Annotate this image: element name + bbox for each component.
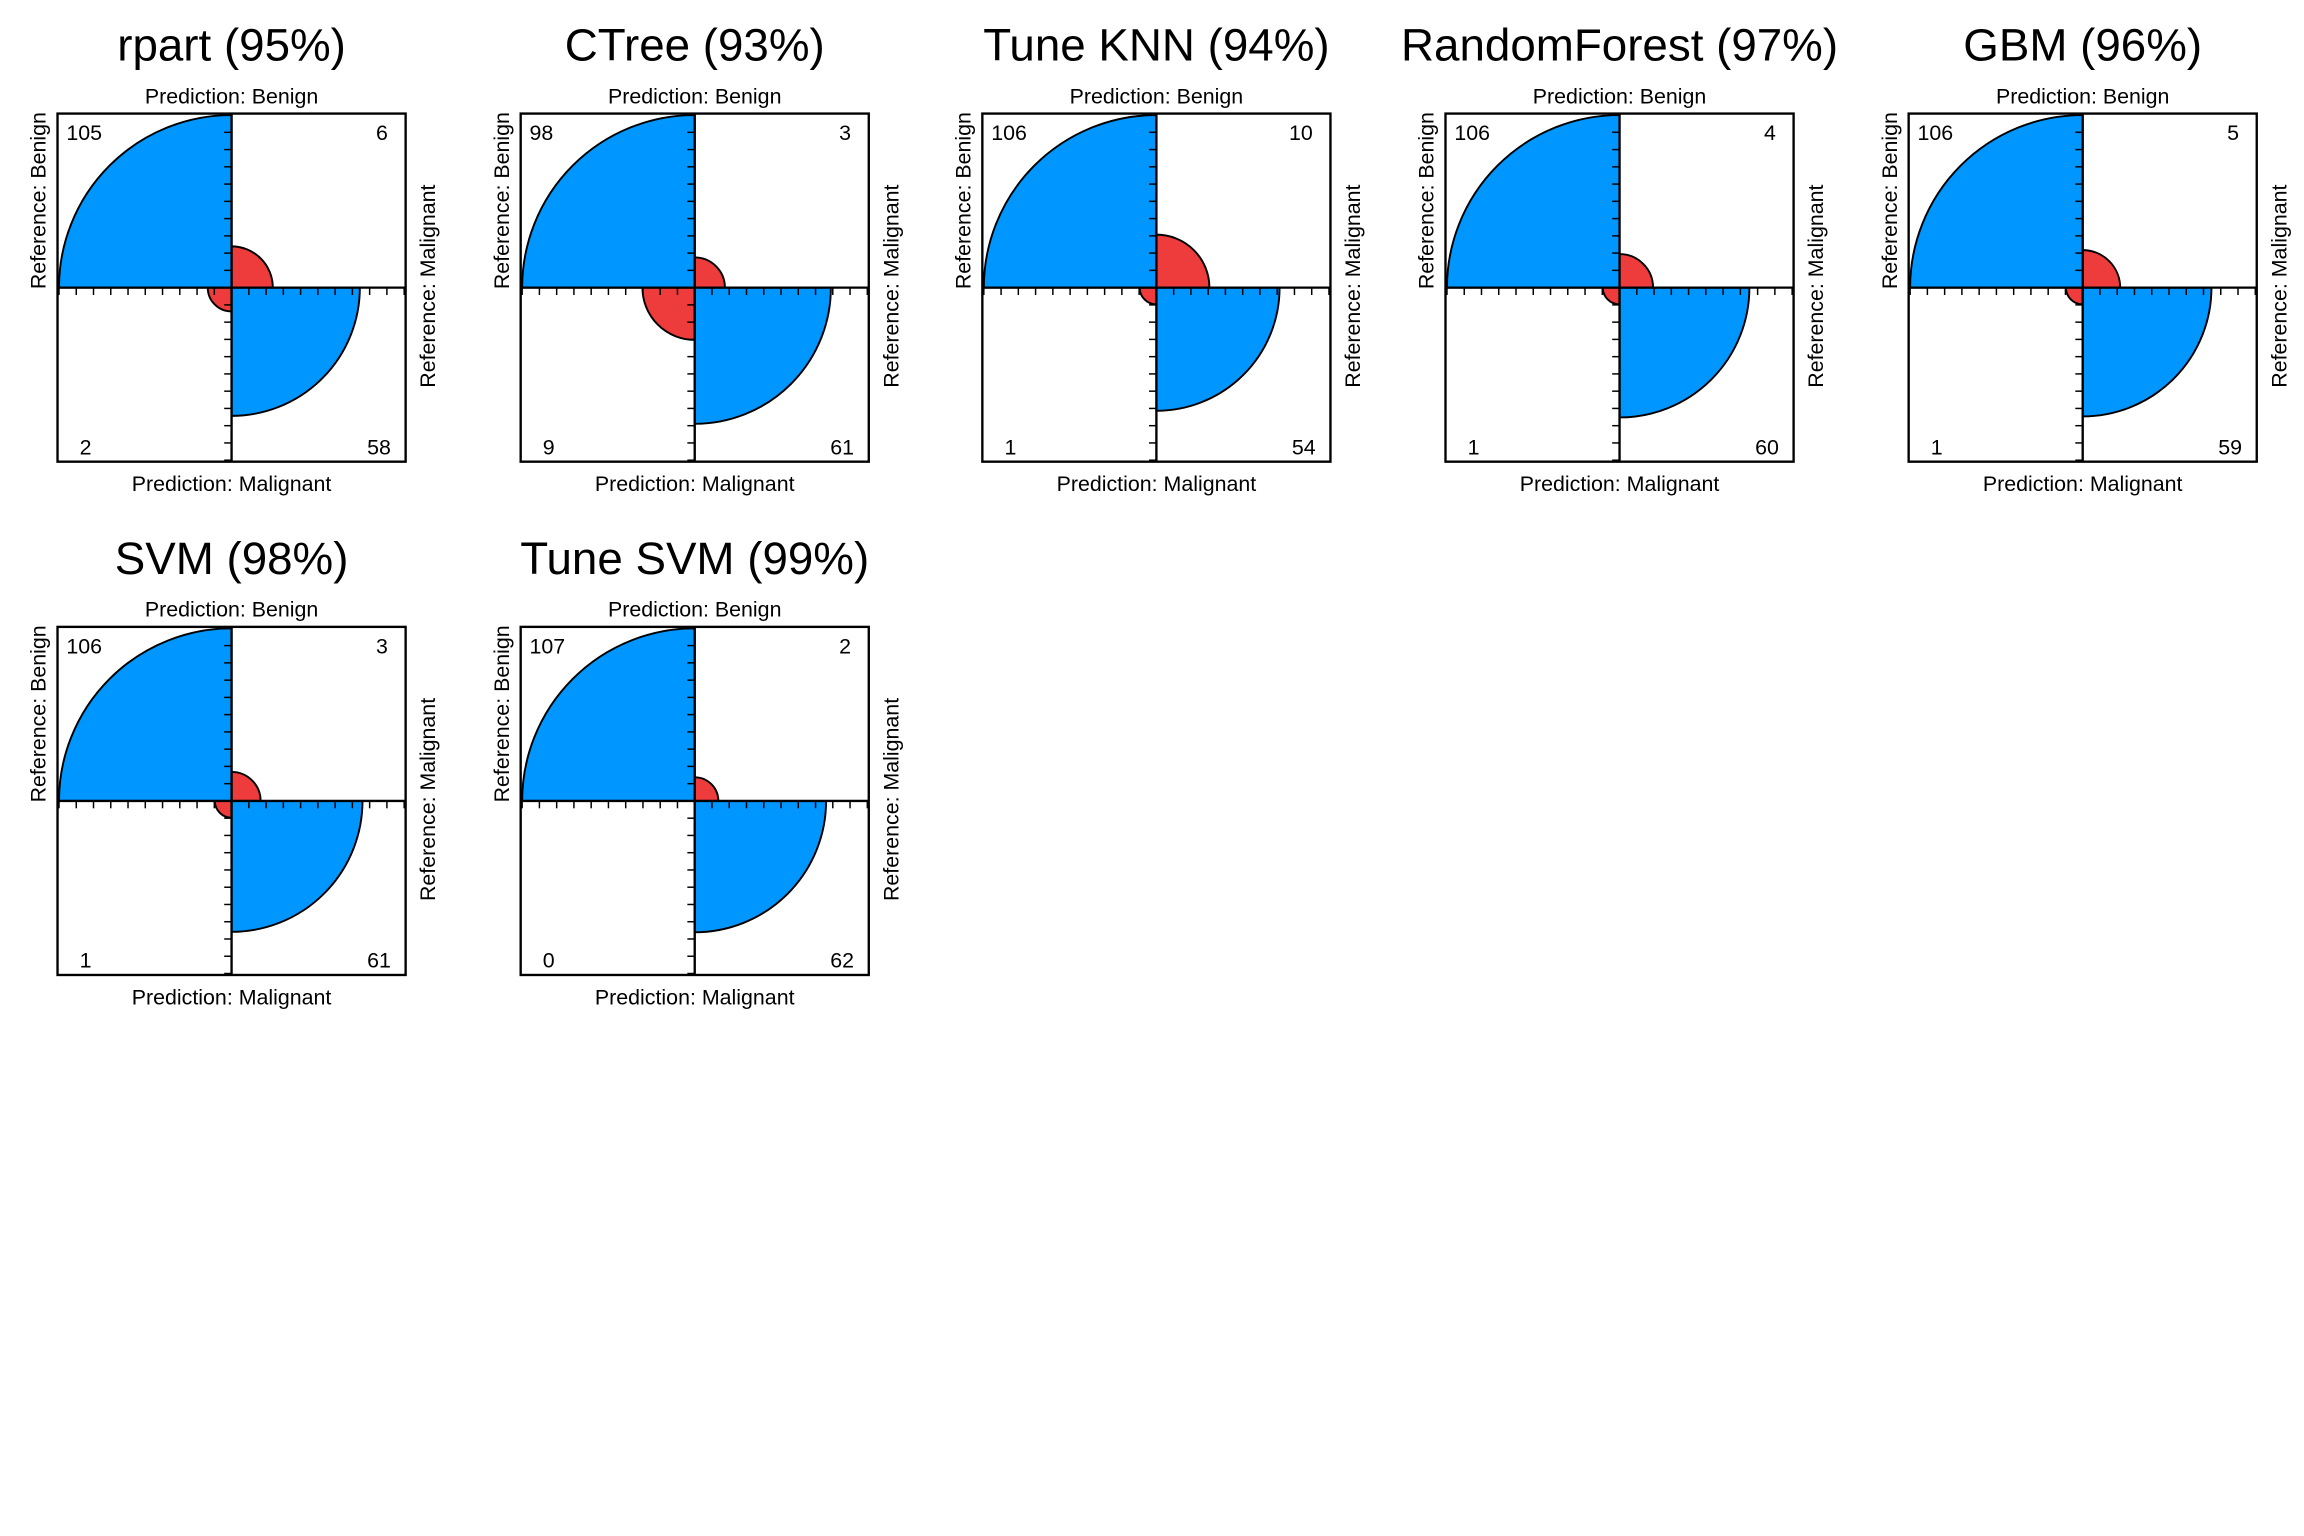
- fourfold-panel: CTree (93%) Prediction: Benign Prediction:…: [490, 19, 903, 496]
- prediction-benign-label: Prediction: Benign: [1996, 84, 2169, 108]
- true-benign-wedge: [521, 627, 696, 802]
- false-benign-wedge: [2081, 249, 2122, 289]
- prediction-malignant-label: Prediction: Malignant: [132, 985, 332, 1009]
- panel-title: rpart (95%): [117, 19, 346, 70]
- count-pred-malignant-ref-malignant: 60: [1755, 435, 1779, 459]
- count-pred-malignant-ref-malignant: 59: [2218, 435, 2242, 459]
- count-pred-benign-ref-benign: 105: [66, 121, 102, 145]
- prediction-benign-label: Prediction: Benign: [1070, 84, 1243, 108]
- reference-benign-label: Reference: Benign: [1878, 112, 1902, 289]
- reference-benign-label: Reference: Benign: [490, 112, 514, 289]
- reference-malignant-label: Reference: Malignant: [416, 185, 440, 388]
- panel-title: CTree (93%): [565, 19, 825, 70]
- false-benign-wedge: [230, 245, 274, 289]
- true-benign-wedge: [1446, 114, 1621, 289]
- false-benign-wedge: [1155, 233, 1211, 289]
- true-malignant-wedge: [1155, 286, 1281, 412]
- false-benign-wedge: [1618, 253, 1655, 289]
- prediction-malignant-label: Prediction: Malignant: [1057, 472, 1257, 496]
- reference-malignant-label: Reference: Malignant: [2267, 185, 2291, 388]
- prediction-malignant-label: Prediction: Malignant: [1520, 472, 1720, 496]
- prediction-benign-label: Prediction: Benign: [1533, 84, 1706, 108]
- prediction-malignant-label: Prediction: Malignant: [595, 472, 795, 496]
- count-pred-benign-ref-benign: 98: [530, 121, 554, 145]
- reference-benign-label: Reference: Benign: [1415, 112, 1439, 289]
- false-malignant-wedge: [641, 286, 696, 341]
- false-benign-wedge: [693, 256, 726, 289]
- count-pred-malignant-ref-malignant: 62: [830, 949, 854, 973]
- fourfold-panel: rpart (95%) Prediction: Benign Prediction:…: [27, 19, 440, 496]
- reference-benign-label: Reference: Benign: [27, 112, 51, 289]
- count-pred-malignant-ref-benign: 1: [1931, 435, 1943, 459]
- reference-malignant-label: Reference: Malignant: [879, 185, 903, 388]
- true-malignant-wedge: [1618, 286, 1751, 419]
- prediction-benign-label: Prediction: Benign: [145, 84, 318, 108]
- count-pred-benign-ref-malignant: 3: [839, 121, 851, 145]
- prediction-malignant-label: Prediction: Malignant: [595, 985, 795, 1009]
- true-malignant-wedge: [230, 799, 364, 933]
- panel-title: Tune KNN (94%): [983, 19, 1329, 70]
- false-benign-wedge: [230, 770, 262, 802]
- prediction-benign-label: Prediction: Benign: [608, 84, 781, 108]
- count-pred-malignant-ref-malignant: 61: [830, 435, 854, 459]
- false-malignant-wedge: [206, 286, 233, 313]
- false-malignant-wedge: [1138, 286, 1158, 306]
- fourfold-panel: Tune KNN (94%) Prediction: Benign Predicti…: [952, 19, 1365, 496]
- reference-malignant-label: Reference: Malignant: [1341, 185, 1365, 388]
- count-pred-malignant-ref-benign: 9: [543, 435, 555, 459]
- panel-title: GBM (96%): [1963, 19, 2202, 70]
- true-benign-wedge: [58, 627, 233, 802]
- fourfold-panel: GBM (96%) Prediction: Benign Prediction: M…: [1878, 19, 2291, 496]
- false-benign-wedge: [693, 776, 720, 802]
- prediction-malignant-label: Prediction: Malignant: [1983, 472, 2183, 496]
- reference-benign-label: Reference: Benign: [27, 625, 51, 802]
- false-malignant-wedge: [213, 799, 233, 819]
- false-malignant-wedge: [1601, 286, 1621, 306]
- count-pred-benign-ref-benign: 106: [66, 634, 102, 658]
- true-malignant-wedge: [230, 286, 361, 417]
- false-malignant-wedge: [2064, 286, 2084, 306]
- count-pred-malignant-ref-malignant: 61: [367, 949, 391, 973]
- true-benign-wedge: [58, 114, 233, 289]
- count-pred-benign-ref-malignant: 4: [1764, 121, 1776, 145]
- panel-title: RandomForest (97%): [1401, 19, 1838, 70]
- reference-malignant-label: Reference: Malignant: [879, 698, 903, 901]
- reference-malignant-label: Reference: Malignant: [416, 698, 440, 901]
- true-malignant-wedge: [693, 799, 828, 934]
- fourfold-panel: SVM (98%) Prediction: Benign Prediction: M…: [27, 533, 440, 1010]
- fourfold-panel: RandomForest (97%) Prediction: Benign Pred…: [1401, 19, 1838, 496]
- count-pred-benign-ref-malignant: 2: [839, 634, 851, 658]
- reference-benign-label: Reference: Benign: [952, 112, 976, 289]
- count-pred-malignant-ref-malignant: 54: [1292, 435, 1316, 459]
- prediction-benign-label: Prediction: Benign: [145, 598, 318, 622]
- count-pred-malignant-ref-benign: 1: [1004, 435, 1016, 459]
- count-pred-benign-ref-malignant: 6: [376, 121, 388, 145]
- true-benign-wedge: [1909, 114, 2084, 289]
- count-pred-benign-ref-benign: 107: [530, 634, 566, 658]
- count-pred-malignant-ref-benign: 1: [80, 949, 92, 973]
- count-pred-malignant-ref-benign: 2: [80, 435, 92, 459]
- count-pred-malignant-ref-malignant: 58: [367, 435, 391, 459]
- count-pred-malignant-ref-benign: 1: [1468, 435, 1480, 459]
- reference-malignant-label: Reference: Malignant: [1804, 185, 1828, 388]
- reference-benign-label: Reference: Benign: [490, 625, 514, 802]
- panel-title: SVM (98%): [115, 533, 349, 584]
- count-pred-benign-ref-benign: 106: [991, 121, 1027, 145]
- count-pred-benign-ref-benign: 106: [1918, 121, 1954, 145]
- prediction-malignant-label: Prediction: Malignant: [132, 472, 332, 496]
- true-benign-wedge: [521, 114, 696, 289]
- prediction-benign-label: Prediction: Benign: [608, 598, 781, 622]
- true-malignant-wedge: [2081, 286, 2213, 418]
- true-malignant-wedge: [693, 286, 832, 425]
- count-pred-benign-ref-malignant: 3: [376, 634, 388, 658]
- count-pred-malignant-ref-benign: 0: [543, 949, 555, 973]
- panel-title: Tune SVM (99%): [520, 533, 869, 584]
- true-benign-wedge: [982, 114, 1158, 289]
- fourfold-panel: Tune SVM (99%) Prediction: Benign Predicti…: [490, 533, 903, 1010]
- count-pred-benign-ref-benign: 106: [1454, 121, 1490, 145]
- count-pred-benign-ref-malignant: 10: [1289, 121, 1313, 145]
- count-pred-benign-ref-malignant: 5: [2227, 121, 2239, 145]
